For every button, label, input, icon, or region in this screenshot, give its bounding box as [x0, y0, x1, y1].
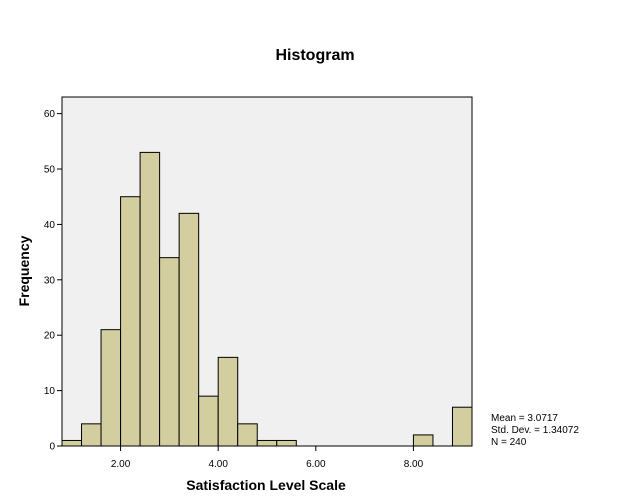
histogram-bars [61, 151, 473, 447]
plot-frame [61, 96, 473, 447]
histogram-bar [81, 423, 102, 447]
y-axis-title: Frequency [16, 235, 32, 306]
y-tick-label: 50 [44, 165, 56, 176]
x-tick-label: 2.00 [111, 459, 131, 470]
stats-mean: Mean = 3.0717 [491, 413, 558, 424]
y-tick-label: 30 [44, 275, 56, 286]
histogram-bar [237, 423, 258, 447]
x-axis: 2.00 4.00 6.00 8.00 [111, 446, 424, 470]
histogram-bar [61, 439, 83, 447]
histogram-bar [139, 151, 161, 447]
histogram-bar [159, 257, 180, 447]
stats-std-dev: Std. Dev. = 1.34072 [491, 425, 579, 436]
histogram-bar [412, 434, 434, 447]
histogram-bar [276, 439, 297, 447]
y-axis: 0 10 20 30 40 50 60 [44, 109, 62, 453]
x-tick-label: 6.00 [306, 459, 326, 470]
x-axis-title: Satisfaction Level Scale [186, 477, 346, 493]
x-tick-label: 4.00 [208, 459, 228, 470]
summary-statistics: Mean = 3.0717 Std. Dev. = 1.34072 N = 24… [491, 413, 579, 448]
x-tick-label: 8.00 [404, 459, 424, 470]
histogram-bar [217, 356, 239, 447]
stats-n: N = 240 [491, 437, 527, 448]
y-tick-label: 40 [44, 220, 56, 231]
y-tick-label: 20 [44, 331, 56, 342]
histogram-bar [178, 212, 200, 447]
y-tick-label: 10 [44, 386, 56, 397]
histogram-bar [100, 329, 122, 447]
histogram-bar [451, 406, 473, 447]
histogram-bar [120, 196, 141, 447]
histogram-bar [256, 439, 278, 447]
chart-title: Histogram [275, 47, 354, 64]
y-tick-label: 60 [44, 109, 56, 120]
histogram-bar [198, 395, 219, 447]
y-tick-label: 0 [49, 442, 55, 453]
